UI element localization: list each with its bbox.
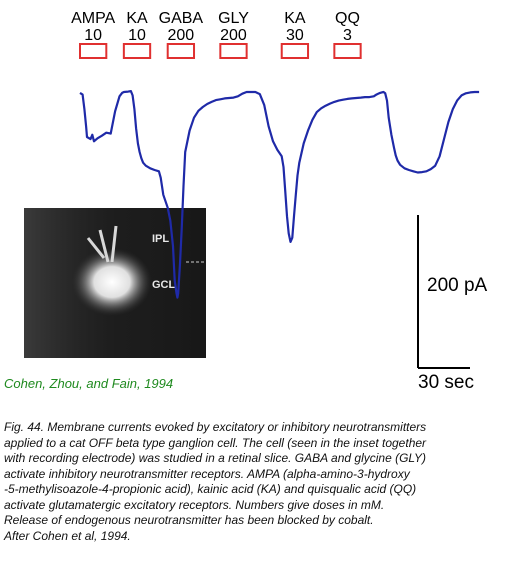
scale-label-time: 30 sec xyxy=(418,372,474,393)
drug-dose-label: 10 xyxy=(84,27,102,44)
drug-application-bar xyxy=(280,43,310,59)
caption-line: activate inhibitory neurotransmitter rec… xyxy=(4,466,410,481)
drug-application-bar xyxy=(122,43,152,59)
scale-bar: 200 pA 30 sec xyxy=(417,215,488,393)
drug-application-bar xyxy=(219,43,248,59)
drug-application-bar xyxy=(166,43,196,59)
caption-line: -5-methylisoazole-4-propionic acid), kai… xyxy=(4,482,417,496)
caption-line: Fig. 44. Membrane currents evoked by exc… xyxy=(4,420,427,434)
drug-application-bar xyxy=(333,43,362,59)
drug-name-label: AMPA xyxy=(71,10,115,27)
caption-line: with recording electrode) was studied in… xyxy=(4,451,426,465)
drug-name-label: KA xyxy=(284,10,306,27)
drug-name-label: KA xyxy=(126,10,148,27)
scale-label-current: 200 pA xyxy=(427,275,488,296)
cell-body xyxy=(72,248,152,316)
inset-label-gcl: GCL xyxy=(152,279,176,291)
caption-line: After Cohen et al, 1994. xyxy=(4,528,131,543)
drug-name-label: QQ xyxy=(335,10,360,27)
drug-application-bar xyxy=(79,43,108,59)
figure-caption: Fig. 44. Membrane currents evoked by exc… xyxy=(4,420,504,544)
current-trace-line xyxy=(79,90,480,299)
drug-name-label: GABA xyxy=(159,10,204,27)
caption-line: Release of endogenous neurotransmitter h… xyxy=(4,513,374,527)
cell-dendrites xyxy=(86,225,118,263)
inset-label-ipl: IPL xyxy=(152,233,169,245)
drug-dose-label: 30 xyxy=(286,27,304,44)
drug-dose-label: 10 xyxy=(128,27,146,44)
caption-line: applied to a cat OFF beta type ganglion … xyxy=(4,435,427,450)
caption-line: activate glutamatergic excitatory recept… xyxy=(4,497,385,512)
drug-dose-label: 3 xyxy=(343,27,352,44)
citation-text: Cohen, Zhou, and Fain, 1994 xyxy=(4,376,174,391)
drug-name-label: GLY xyxy=(218,10,249,27)
drug-dose-label: 200 xyxy=(220,27,247,44)
drug-dose-label: 200 xyxy=(168,27,195,44)
